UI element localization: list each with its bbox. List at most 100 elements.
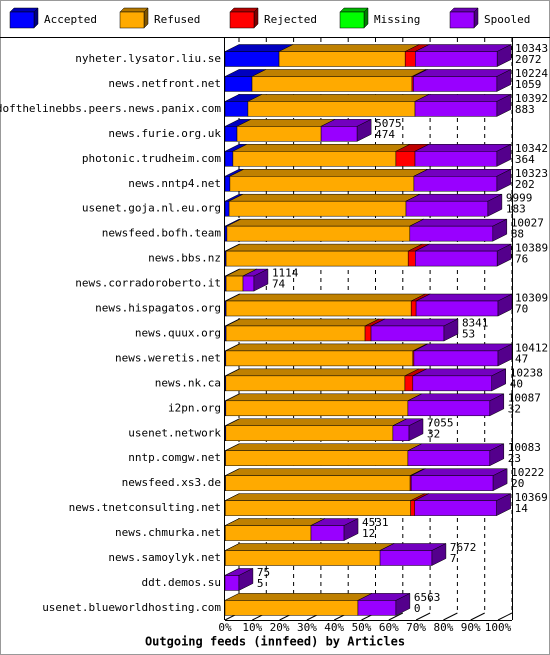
bar-top <box>228 193 421 202</box>
bar-segment <box>225 400 409 417</box>
bar-segment <box>224 151 234 167</box>
bar-segment <box>405 200 489 217</box>
bar-top <box>232 144 411 152</box>
value-label: 40 <box>510 377 523 390</box>
bar-segment <box>320 126 358 142</box>
bar-side <box>496 44 512 67</box>
value-label: 7055 <box>427 416 454 429</box>
value-label: 14 <box>515 502 529 515</box>
value-label: 883 <box>515 103 535 116</box>
bar-segment <box>414 101 498 117</box>
bar-top <box>225 343 427 352</box>
value-label: 88 <box>511 228 524 241</box>
category-label: usenet.blueworldhosting.com <box>42 601 221 614</box>
bar-segment <box>225 325 366 342</box>
legend-swatch <box>339 11 365 29</box>
bar-segment <box>225 425 394 441</box>
bar-segment <box>225 450 409 466</box>
x-tick <box>470 612 485 621</box>
bar-segment <box>392 425 410 441</box>
bar-top <box>413 169 512 177</box>
value-label: 70 <box>515 303 528 316</box>
value-label: 7672 <box>450 541 477 554</box>
bar-side <box>491 368 506 392</box>
value-label: 364 <box>515 153 535 166</box>
bar-side <box>489 393 505 417</box>
x-tick-label: 80% <box>433 621 453 634</box>
bar-segment <box>225 500 411 516</box>
bar-segment <box>225 525 312 541</box>
bar-segment <box>379 550 433 566</box>
bar-segment <box>407 250 416 267</box>
bar-side <box>496 143 512 167</box>
x-tick-label: 30% <box>297 621 317 634</box>
value-label: 6563 <box>414 591 441 604</box>
category-label: newsfeed.bofh.team <box>102 227 222 240</box>
legend-swatch-top <box>119 7 149 13</box>
bar-side <box>238 568 254 591</box>
bar-side <box>395 592 411 616</box>
bar-side <box>497 343 513 367</box>
bar-segment <box>236 126 322 142</box>
bar-segment <box>407 450 491 466</box>
bar-segment <box>224 101 249 117</box>
value-label: 10083 <box>508 441 541 454</box>
value-label: 9999 <box>506 192 533 205</box>
bar-top <box>413 343 513 352</box>
bar-top <box>370 318 459 327</box>
value-label: 12 <box>362 527 375 540</box>
x-tick <box>415 612 431 621</box>
bar-side <box>408 418 424 442</box>
bar-side <box>492 218 508 242</box>
bar-segment <box>364 325 372 342</box>
legend-label: Spooled <box>484 13 530 26</box>
bar-top <box>251 69 427 77</box>
bar-segment <box>413 76 498 92</box>
category-label: endofthelinebbs.peers.news.panix.com <box>0 102 221 115</box>
x-tick-label: 70% <box>406 621 426 634</box>
bar-segment <box>224 76 253 92</box>
bar-side <box>492 468 508 492</box>
category-label: news.tnetconsulting.net <box>69 501 221 514</box>
category-label: news.nk.ca <box>155 376 221 389</box>
value-label: 1059 <box>515 78 542 91</box>
value-label: 10369 <box>515 491 548 504</box>
bar-side <box>496 168 512 192</box>
bar-segment <box>225 275 244 292</box>
bar-top <box>412 368 506 377</box>
bar-top <box>229 169 429 177</box>
bar-side <box>489 443 505 467</box>
bar-side <box>443 318 459 342</box>
bar-segment <box>242 275 255 292</box>
value-label: 202 <box>515 178 535 191</box>
legend-swatch-top <box>449 7 479 13</box>
bar-segment <box>232 151 397 167</box>
bar-side <box>253 268 269 292</box>
value-label: 10343 <box>515 42 548 55</box>
value-label: 5075 <box>375 117 402 130</box>
bar-segment <box>278 51 406 67</box>
bar-segment <box>225 375 406 392</box>
x-tick <box>443 612 458 621</box>
bar-top <box>413 69 512 77</box>
x-tick-label: 60% <box>379 621 399 634</box>
value-label: 76 <box>515 253 528 266</box>
bar-segment <box>370 325 445 342</box>
chart-title: Outgoing feeds (innfeed) by Articles <box>145 635 405 649</box>
bar-top <box>415 44 512 52</box>
bar-segment <box>224 575 240 591</box>
legend-label: Rejected <box>264 13 317 26</box>
category-label: news.weretis.net <box>115 351 221 364</box>
x-tick-label: 100% <box>485 621 512 634</box>
bar-top <box>225 293 426 302</box>
value-label: 23 <box>508 452 521 465</box>
category-label: usenet.network <box>128 426 221 439</box>
bar-top <box>225 243 423 252</box>
x-tick-label: 90% <box>461 621 481 634</box>
value-label: 10309 <box>515 292 548 305</box>
bar-top <box>225 318 380 327</box>
legend-label: Missing <box>374 13 420 26</box>
x-tick-label: 20% <box>270 621 290 634</box>
